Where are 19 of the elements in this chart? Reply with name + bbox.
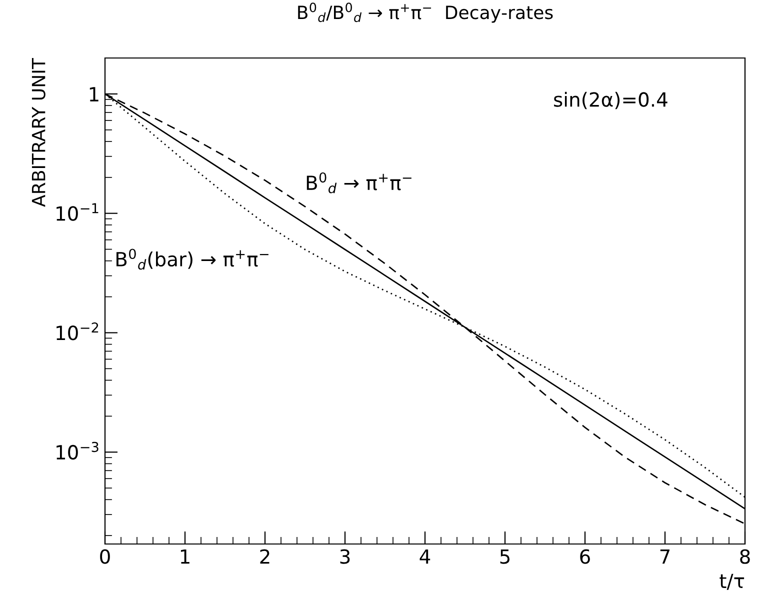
annotation: sin(2α)=0.4 — [554, 92, 668, 110]
x-tick-label: 3 — [340, 549, 350, 564]
y-tick-label: 10$^{−1}$ — [56, 203, 98, 221]
x-tick-label: 4 — [420, 549, 430, 564]
y-tick-label: 10$^{−3}$ — [56, 442, 98, 460]
x-tick-label: 0 — [100, 549, 110, 564]
series-label: B$^{0}$$_{d}$(bar) → π$^{+}$π$^{−}$ — [116, 248, 268, 270]
series-label: B$^{0}$$_{d}$ → π$^{+}$π$^{−}$ — [306, 172, 412, 194]
x-axis-title: t/τ — [720, 574, 744, 590]
x-tick-label: 1 — [180, 549, 190, 564]
x-tick-label: 5 — [500, 549, 510, 564]
x-tick-label: 2 — [260, 549, 270, 564]
x-tick-label: 6 — [580, 549, 590, 564]
x-tick-label: 7 — [660, 549, 670, 564]
y-tick-label: 1 — [90, 87, 98, 102]
y-tick-label: 10$^{−2}$ — [56, 322, 98, 340]
y-axis-title: ARBITRARY UNIT — [32, 58, 46, 207]
x-tick-label: 8 — [740, 549, 750, 564]
chart-title: B$^{0}$$_{d}$/B$^{0}$$_{d}$ → π$^{+}$π$^{−}$ Decay-rates — [298, 2, 553, 23]
